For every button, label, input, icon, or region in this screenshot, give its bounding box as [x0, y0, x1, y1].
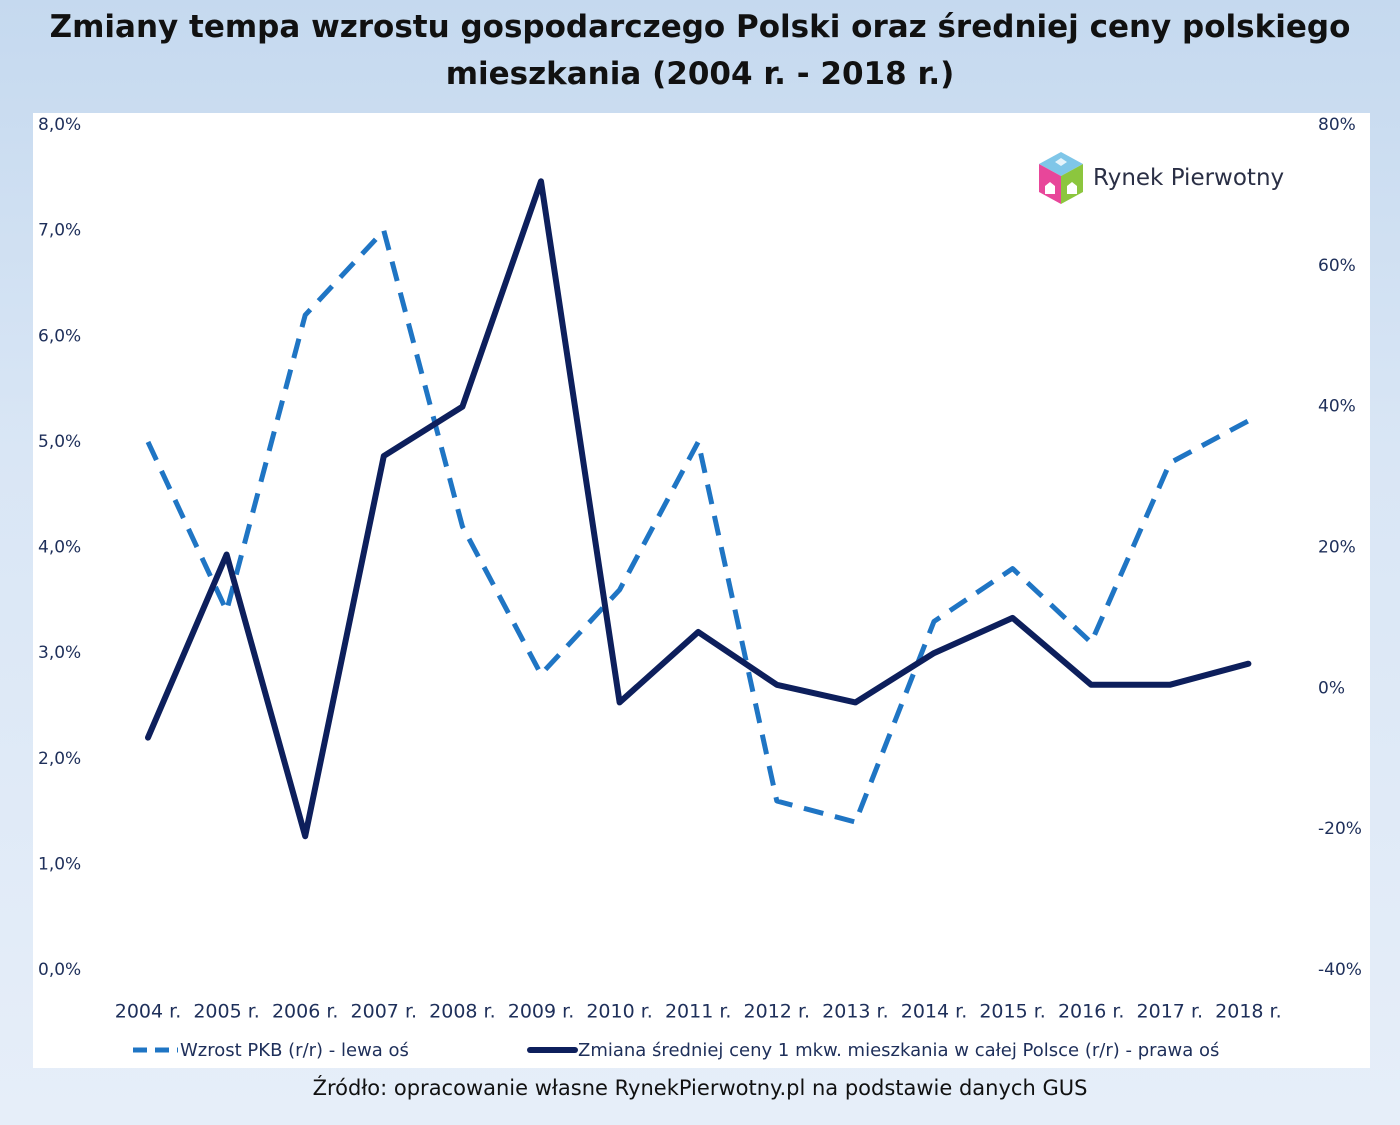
source-note: Źródło: opracowanie własne RynekPierwotn…: [312, 1076, 1088, 1100]
series-line-price: [145, 178, 1252, 840]
x-tick-label: 2004 r.: [115, 1001, 182, 1023]
chart-title-line-2: mieszkania (2004 r. - 2018 r.): [445, 56, 955, 92]
x-tick-label: 2013 r.: [822, 1001, 889, 1023]
right-tick-label: 60%: [1318, 256, 1356, 276]
right-tick-label: -20%: [1318, 819, 1362, 839]
right-axis-ticks: -40% -20% 0% 20% 40% 60% 80%: [1318, 115, 1362, 980]
chart-panel: [33, 113, 1370, 1068]
left-tick-label: 5,0%: [38, 432, 81, 452]
left-tick-label: 1,0%: [38, 854, 81, 874]
x-tick-label: 2009 r.: [508, 1001, 575, 1023]
x-tick-label: 2008 r.: [429, 1001, 496, 1023]
logo: Rynek Pierwotny: [1035, 150, 1284, 206]
logo-text: Rynek Pierwotny: [1093, 165, 1285, 191]
x-tick-label: 2011 r.: [665, 1001, 732, 1023]
series-layer: [145, 178, 1252, 840]
left-tick-label: 2,0%: [38, 749, 81, 769]
right-tick-label: 40%: [1318, 397, 1356, 417]
left-tick-label: 7,0%: [38, 221, 81, 241]
left-tick-label: 0,0%: [38, 960, 81, 980]
x-tick-label: 2005 r.: [193, 1001, 260, 1023]
x-axis-ticks: 2004 r. 2005 r. 2006 r. 2007 r. 2008 r. 2009 …: [115, 1001, 1282, 1023]
left-tick-label: 4,0%: [38, 538, 81, 558]
legend-label-pkb: Wzrost PKB (r/r) - lewa oś: [180, 1040, 409, 1061]
x-tick-label: 2015 r.: [979, 1001, 1046, 1023]
left-tick-label: 8,0%: [38, 115, 81, 135]
logo-cube-icon: [1039, 152, 1083, 204]
x-tick-label: 2018 r.: [1215, 1001, 1282, 1023]
x-tick-label: 2016 r.: [1058, 1001, 1125, 1023]
left-axis-ticks: 0,0% 1,0% 2,0% 3,0% 4,0% 5,0% 6,0% 7,0% 8,0%: [38, 115, 81, 980]
left-tick-label: 6,0%: [38, 326, 81, 346]
right-tick-label: 0%: [1318, 678, 1345, 698]
legend-label-price: Zmiana średniej ceny 1 mkw. mieszkania w…: [578, 1040, 1219, 1061]
chart-title-line-1: Zmiany tempa wzrostu gospodarczego Polsk…: [49, 9, 1351, 45]
x-tick-label: 2010 r.: [586, 1001, 653, 1023]
x-tick-label: 2017 r.: [1137, 1001, 1204, 1023]
x-tick-label: 2006 r.: [272, 1001, 339, 1023]
x-tick-label: 2014 r.: [901, 1001, 968, 1023]
right-tick-label: 80%: [1318, 115, 1356, 135]
right-tick-label: -40%: [1318, 960, 1362, 980]
chart-title: Zmiany tempa wzrostu gospodarczego Polsk…: [0, 4, 1400, 98]
left-tick-label: 3,0%: [38, 643, 81, 663]
x-tick-label: 2007 r.: [351, 1001, 418, 1023]
legend: Wzrost PKB (r/r) - lewa oś Zmiana średni…: [133, 1040, 1219, 1061]
right-tick-label: 20%: [1318, 538, 1356, 558]
x-tick-label: 2012 r.: [744, 1001, 811, 1023]
series-line-pkb: [145, 228, 1250, 825]
